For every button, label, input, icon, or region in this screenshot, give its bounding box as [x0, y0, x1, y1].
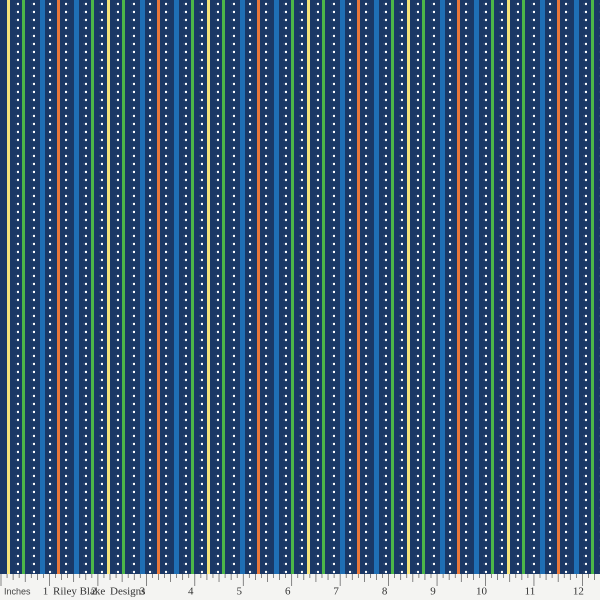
dot-column [265, 0, 269, 574]
ruler-number: 9 [430, 586, 436, 598]
dot-column [165, 0, 169, 574]
dot-column [49, 0, 53, 574]
ruler-number: 6 [285, 586, 291, 598]
dot-column [15, 0, 19, 574]
dot-column [549, 0, 553, 574]
stripe [91, 0, 94, 574]
dot-column [583, 0, 587, 574]
dot-column [465, 0, 469, 574]
stripe [407, 0, 410, 574]
ruler-number: 12 [573, 586, 584, 598]
stripe [491, 0, 494, 574]
dot-column [299, 0, 303, 574]
dot-column [183, 0, 187, 574]
stripe [107, 0, 110, 574]
stripe [440, 0, 445, 574]
ruler-number: 3 [140, 586, 146, 598]
ruler-number: 1 [43, 586, 49, 598]
dot-column [31, 0, 35, 574]
stripe [7, 0, 10, 574]
dot-column [215, 0, 219, 574]
stripe [274, 0, 279, 574]
dot-column [283, 0, 287, 574]
stripe [322, 0, 325, 574]
stripe [157, 0, 160, 574]
dot-column [83, 0, 87, 574]
stripe [591, 0, 594, 574]
stripe [174, 0, 179, 574]
stripe [522, 0, 525, 574]
stripe [391, 0, 394, 574]
stripe [57, 0, 60, 574]
dot-column [349, 0, 353, 574]
stripe [374, 0, 379, 574]
ruler-number: 7 [333, 586, 339, 598]
dot-column [315, 0, 319, 574]
ruler-number: 8 [382, 586, 388, 598]
dot-column [383, 0, 387, 574]
ruler-number: 10 [476, 586, 488, 598]
stripe [191, 0, 194, 574]
dot-column [515, 0, 519, 574]
dot-column [531, 0, 535, 574]
dot-column [431, 0, 435, 574]
stripe [422, 0, 425, 574]
dot-column [415, 0, 419, 574]
dot-column [449, 0, 453, 574]
dot-column [483, 0, 487, 574]
ruler-ticks [0, 574, 595, 586]
stripe-pattern [7, 0, 600, 574]
stripe [474, 0, 479, 574]
stripe [257, 0, 260, 574]
dot-column [399, 0, 403, 574]
dot-column [231, 0, 235, 574]
stripe [557, 0, 560, 574]
ruler-strip [0, 574, 600, 600]
dot-column [115, 0, 119, 574]
stripe [122, 0, 125, 574]
stripe [307, 0, 310, 574]
stripe [74, 0, 79, 574]
ruler-number: 4 [188, 586, 194, 598]
stripe [507, 0, 510, 574]
stripe [291, 0, 294, 574]
dot-column [149, 0, 153, 574]
stripe [240, 0, 245, 574]
dot-column [565, 0, 569, 574]
stripe [22, 0, 25, 574]
brand-name: Designs [110, 586, 145, 598]
stripe [357, 0, 360, 574]
dot-column [65, 0, 69, 574]
stripe [457, 0, 460, 574]
stripe [540, 0, 545, 574]
dot-column [331, 0, 335, 574]
stripe [40, 0, 45, 574]
stripe [222, 0, 225, 574]
dot-column [365, 0, 369, 574]
dot-column [249, 0, 253, 574]
ruler-number: 5 [237, 586, 243, 598]
dot-column [199, 0, 203, 574]
dot-column [99, 0, 103, 574]
ruler-unit: Inches [4, 586, 31, 596]
ruler-number: 11 [525, 586, 536, 598]
ruler-number: 2 [91, 586, 97, 598]
stripe [574, 0, 579, 574]
dot-column [131, 0, 135, 574]
stripe [140, 0, 145, 574]
dot-column [499, 0, 503, 574]
brand-name: Riley Blake [53, 586, 105, 598]
stripe [340, 0, 345, 574]
ruler: Inches Riley Blake Designs 1 2 3 4 5 6 7 8 9 10 11… [0, 574, 600, 600]
stripe [207, 0, 210, 574]
